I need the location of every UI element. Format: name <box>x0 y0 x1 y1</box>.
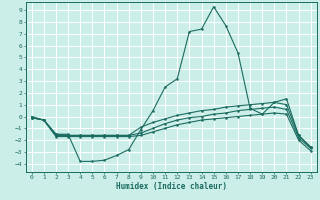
X-axis label: Humidex (Indice chaleur): Humidex (Indice chaleur) <box>116 182 227 191</box>
